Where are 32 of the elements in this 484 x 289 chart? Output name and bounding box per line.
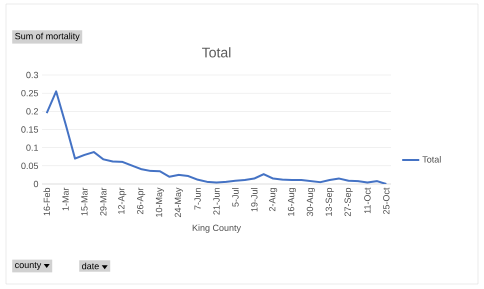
- x-tick-label: 25-Oct: [383, 188, 390, 214]
- text: date: [82, 262, 99, 270]
- x-tick-label: 24-May: [174, 188, 183, 218]
- x-tick-label: 29-Mar: [100, 188, 107, 216]
- x-tick-label: 27-Sep: [344, 188, 353, 216]
- x-tick-label: 16-Aug: [288, 188, 296, 216]
- x-tick-label: 15-Mar: [81, 188, 88, 216]
- x-tick-label: 13-Sep: [326, 188, 334, 216]
- text: county: [15, 262, 42, 270]
- x-tick-label: 16-Feb: [43, 188, 50, 216]
- chart-title: Total: [202, 47, 230, 58]
- y-tick-label: 0: [34, 180, 38, 188]
- x-tick-label: 30-Aug: [306, 188, 315, 216]
- x-tick-label: 11-Oct: [364, 188, 371, 214]
- y-tick-label: 0.25: [21, 90, 38, 96]
- y-tick-label: 0.1: [26, 144, 38, 151]
- y-tick-label: 0.3: [26, 72, 38, 78]
- text: Sum of mortality: [15, 32, 80, 42]
- x-axis-title: King County: [192, 224, 241, 233]
- x-tick-label: 26-Apr: [136, 188, 146, 214]
- x-tick-label: 2-Aug: [269, 188, 278, 212]
- legend-label: Total: [422, 156, 441, 163]
- x-tick-label: 10-May: [156, 188, 164, 217]
- x-tick-label: 21-Jun: [213, 188, 220, 215]
- y-tick-label: 0.2: [26, 108, 38, 115]
- y-tick-label: 0.05: [21, 162, 38, 170]
- x-tick-label: 12-Apr: [118, 188, 126, 214]
- y-tick-label: 0.15: [21, 126, 38, 133]
- x-tick-label: 7-Jun: [194, 188, 201, 210]
- x-tick-label: 1-Mar: [62, 188, 69, 210]
- x-tick-label: 5-Jul: [232, 188, 239, 207]
- x-tick-label: 19-Jul: [250, 188, 258, 212]
